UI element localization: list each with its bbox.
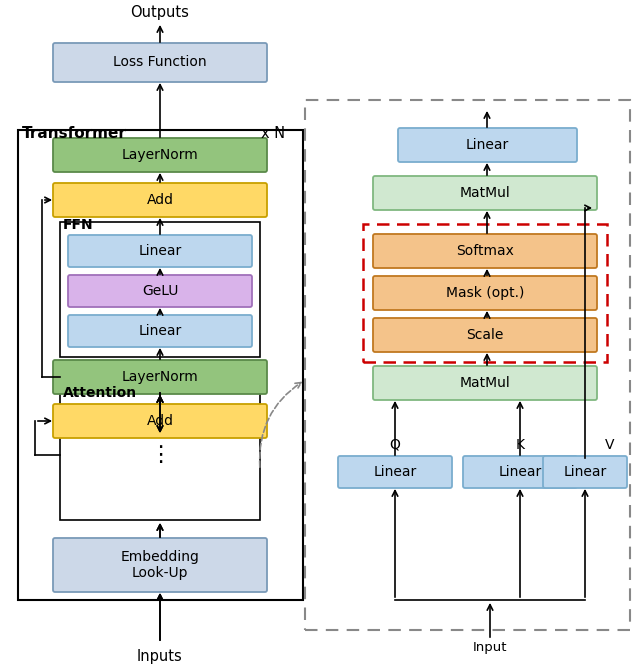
- Text: Linear: Linear: [373, 465, 417, 479]
- Text: Transformer: Transformer: [22, 125, 127, 141]
- FancyBboxPatch shape: [373, 318, 597, 352]
- Text: Outputs: Outputs: [131, 5, 189, 19]
- Text: LayerNorm: LayerNorm: [122, 370, 198, 384]
- Bar: [60, 390, 260, 520]
- Text: GeLU: GeLU: [142, 284, 178, 298]
- Text: Softmax: Softmax: [456, 244, 514, 258]
- Text: Linear: Linear: [138, 244, 182, 258]
- Text: Linear: Linear: [138, 324, 182, 338]
- FancyBboxPatch shape: [373, 176, 597, 210]
- Text: Loss Function: Loss Function: [113, 56, 207, 70]
- Text: x N: x N: [261, 125, 285, 141]
- Text: Q: Q: [390, 438, 401, 452]
- Text: Linear: Linear: [499, 465, 541, 479]
- Text: Add: Add: [147, 414, 173, 428]
- FancyBboxPatch shape: [53, 360, 267, 394]
- FancyBboxPatch shape: [373, 366, 597, 400]
- Bar: [18, 130, 303, 600]
- FancyBboxPatch shape: [338, 456, 452, 488]
- Text: Add: Add: [147, 193, 173, 207]
- Text: LayerNorm: LayerNorm: [122, 148, 198, 162]
- FancyBboxPatch shape: [373, 276, 597, 310]
- Text: Attention: Attention: [63, 386, 137, 400]
- Text: MatMul: MatMul: [460, 376, 510, 390]
- FancyBboxPatch shape: [53, 138, 267, 172]
- FancyBboxPatch shape: [463, 456, 577, 488]
- Bar: [60, 222, 260, 357]
- FancyBboxPatch shape: [398, 128, 577, 162]
- Bar: [363, 224, 607, 362]
- FancyBboxPatch shape: [53, 183, 267, 217]
- Text: Linear: Linear: [563, 465, 607, 479]
- Text: Scale: Scale: [467, 328, 504, 342]
- FancyBboxPatch shape: [68, 235, 252, 267]
- FancyBboxPatch shape: [543, 456, 627, 488]
- Text: MatMul: MatMul: [460, 186, 510, 200]
- Text: ⋮: ⋮: [149, 445, 171, 465]
- FancyBboxPatch shape: [53, 538, 267, 592]
- FancyBboxPatch shape: [53, 43, 267, 82]
- FancyBboxPatch shape: [53, 404, 267, 438]
- Text: Inputs: Inputs: [137, 649, 183, 663]
- FancyBboxPatch shape: [68, 275, 252, 307]
- FancyBboxPatch shape: [68, 315, 252, 347]
- FancyBboxPatch shape: [373, 234, 597, 268]
- Text: Linear: Linear: [466, 138, 509, 152]
- Text: FFN: FFN: [63, 218, 93, 232]
- Bar: [305, 100, 630, 630]
- Text: Embedding
Look-Up: Embedding Look-Up: [120, 550, 200, 580]
- Text: V: V: [605, 438, 615, 452]
- Text: Input: Input: [473, 641, 508, 655]
- Text: Mask (opt.): Mask (opt.): [446, 286, 524, 300]
- Text: K: K: [515, 438, 525, 452]
